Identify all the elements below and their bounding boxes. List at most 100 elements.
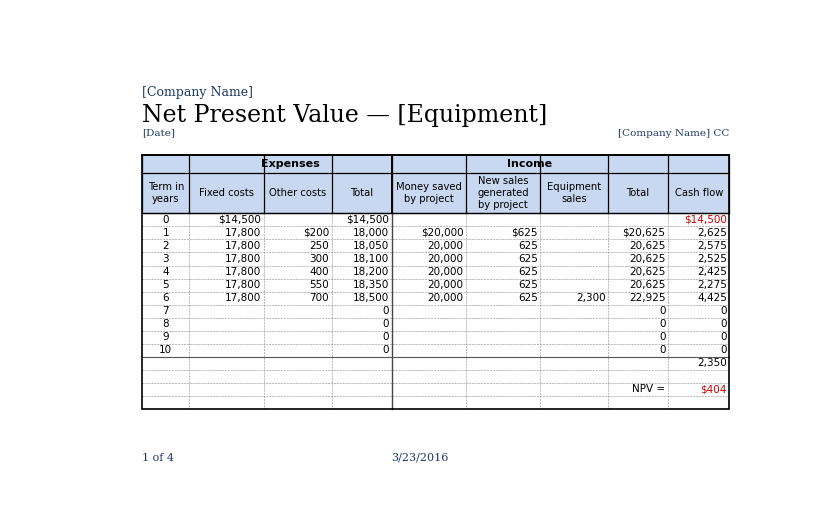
Text: 20,625: 20,625	[629, 254, 666, 264]
Text: 22,925: 22,925	[629, 293, 666, 303]
Text: 0: 0	[659, 319, 666, 329]
Text: 4,425: 4,425	[697, 293, 727, 303]
Text: 20,000: 20,000	[428, 241, 464, 251]
Text: New sales
generated
by project: New sales generated by project	[477, 176, 529, 209]
Text: 0: 0	[382, 345, 389, 355]
Bar	[143, 240, 730, 252]
Text: 0: 0	[382, 306, 389, 316]
Bar	[143, 252, 730, 266]
Text: 2,525: 2,525	[697, 254, 727, 264]
Text: $625: $625	[511, 228, 538, 238]
Text: 20,625: 20,625	[629, 280, 666, 290]
Text: 10: 10	[159, 345, 173, 355]
Text: 550: 550	[310, 280, 329, 290]
Bar	[143, 357, 730, 370]
Bar	[143, 331, 730, 344]
Text: 17,800: 17,800	[225, 267, 261, 277]
Text: 625: 625	[518, 241, 538, 251]
Text: Fixed costs: Fixed costs	[199, 188, 254, 198]
Text: 20,625: 20,625	[629, 241, 666, 251]
Text: 2,350: 2,350	[697, 358, 727, 368]
Text: 2,575: 2,575	[697, 241, 727, 251]
Text: 0: 0	[382, 332, 389, 342]
Bar	[143, 344, 730, 357]
Bar	[143, 155, 730, 409]
Text: 0: 0	[721, 332, 727, 342]
Text: Net Present Value — [Equipment]: Net Present Value — [Equipment]	[143, 104, 548, 127]
Text: $14,500: $14,500	[346, 215, 389, 225]
Text: 0: 0	[659, 306, 666, 316]
Text: Total: Total	[627, 188, 649, 198]
Text: 18,100: 18,100	[353, 254, 389, 264]
Text: $200: $200	[303, 228, 329, 238]
Text: 3/23/2016: 3/23/2016	[391, 453, 449, 463]
Text: Money saved
by project: Money saved by project	[396, 182, 462, 204]
Text: 17,800: 17,800	[225, 254, 261, 264]
Text: 0: 0	[659, 345, 666, 355]
Text: 17,800: 17,800	[225, 280, 261, 290]
Text: 2: 2	[162, 241, 170, 251]
Text: 7: 7	[162, 306, 170, 316]
Text: [Company Name]: [Company Name]	[143, 86, 253, 99]
Text: 18,000: 18,000	[353, 228, 389, 238]
Text: 0: 0	[721, 306, 727, 316]
Text: Equipment
sales: Equipment sales	[547, 182, 601, 204]
Text: Expenses: Expenses	[261, 159, 320, 169]
Text: 2,275: 2,275	[697, 280, 727, 290]
Text: Term in
years: Term in years	[147, 182, 184, 204]
Text: 0: 0	[659, 332, 666, 342]
Text: Other costs: Other costs	[269, 188, 326, 198]
Text: 300: 300	[310, 254, 329, 264]
Text: 2,425: 2,425	[697, 267, 727, 277]
Text: 20,000: 20,000	[428, 254, 464, 264]
Text: 625: 625	[518, 293, 538, 303]
Bar	[143, 172, 730, 213]
Text: 6: 6	[162, 293, 170, 303]
Text: 700: 700	[310, 293, 329, 303]
Text: 625: 625	[518, 280, 538, 290]
Text: 18,350: 18,350	[353, 280, 389, 290]
Bar	[143, 213, 730, 226]
Text: $14,500: $14,500	[684, 215, 727, 225]
Text: $20,625: $20,625	[622, 228, 666, 238]
Text: 9: 9	[162, 332, 170, 342]
Text: 0: 0	[721, 319, 727, 329]
Text: 8: 8	[162, 319, 170, 329]
Text: $20,000: $20,000	[421, 228, 464, 238]
Bar	[143, 383, 730, 396]
Text: [Company Name] CC: [Company Name] CC	[618, 129, 730, 138]
Bar	[143, 279, 730, 291]
Text: $14,500: $14,500	[219, 215, 261, 225]
Bar	[143, 291, 730, 305]
Text: 18,500: 18,500	[353, 293, 389, 303]
Text: 20,000: 20,000	[428, 293, 464, 303]
Text: [Date]: [Date]	[143, 129, 175, 138]
Text: 625: 625	[518, 267, 538, 277]
Text: 0: 0	[382, 319, 389, 329]
Text: 0: 0	[163, 215, 169, 225]
Text: 4: 4	[162, 267, 170, 277]
Text: 3: 3	[162, 254, 170, 264]
Text: 20,625: 20,625	[629, 267, 666, 277]
Text: 20,000: 20,000	[428, 280, 464, 290]
Bar	[143, 317, 730, 331]
Text: NPV =: NPV =	[632, 385, 666, 394]
Text: 1 of 4: 1 of 4	[143, 453, 174, 463]
Text: 5: 5	[162, 280, 170, 290]
Text: $404: $404	[700, 385, 727, 394]
Text: Cash flow: Cash flow	[675, 188, 723, 198]
Bar	[143, 226, 730, 240]
Bar	[143, 155, 730, 172]
Text: 17,800: 17,800	[225, 241, 261, 251]
Text: 17,800: 17,800	[225, 228, 261, 238]
Text: 2,300: 2,300	[576, 293, 605, 303]
Bar	[143, 266, 730, 279]
Text: 0: 0	[721, 345, 727, 355]
Text: Income: Income	[507, 159, 553, 169]
Text: 18,050: 18,050	[353, 241, 389, 251]
Text: 20,000: 20,000	[428, 267, 464, 277]
Text: 625: 625	[518, 254, 538, 264]
Text: 17,800: 17,800	[225, 293, 261, 303]
Text: 400: 400	[310, 267, 329, 277]
Text: 250: 250	[310, 241, 329, 251]
